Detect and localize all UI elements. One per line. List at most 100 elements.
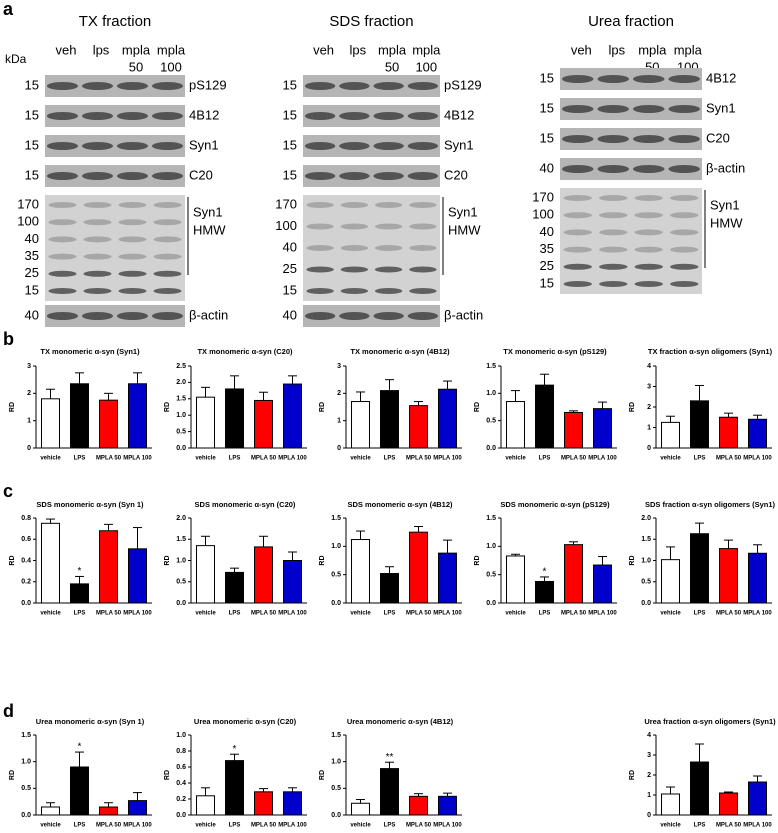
protein-label: pS129: [444, 77, 482, 92]
blot-band: [561, 165, 594, 173]
blot-band: [304, 172, 336, 180]
blot-band: [306, 223, 334, 230]
y-tick-label: 0.5: [331, 785, 341, 792]
blot-band: [339, 172, 370, 180]
bar: [661, 793, 680, 816]
x-tick-label: MPLA 100: [123, 611, 152, 617]
significance-marker: *: [78, 566, 82, 577]
protein-label: HMW: [710, 215, 743, 230]
bar: [748, 418, 767, 449]
bar: [41, 522, 60, 604]
blot-band: [597, 105, 630, 113]
y-tick-label: 0.0: [486, 600, 496, 607]
blot-band: [340, 202, 369, 208]
blot-band: [306, 288, 334, 294]
blot-band: [597, 165, 630, 173]
x-tick-label: MPLA 100: [278, 456, 307, 462]
lane-label: lps: [93, 42, 110, 57]
bar: [70, 583, 89, 604]
chart-title: TX monomeric α-syn (pS129): [503, 347, 607, 356]
chart-title: TX monomeric α-syn (C20): [197, 347, 293, 356]
bar: [70, 766, 89, 816]
significance-marker: *: [78, 742, 82, 753]
blot-band: [81, 172, 114, 180]
y-axis-label: RD: [9, 402, 16, 412]
kda-marker: 100: [17, 214, 39, 229]
kda-marker: 40: [25, 307, 39, 322]
blot-band: [81, 112, 114, 120]
x-tick-label: LPS: [229, 456, 241, 462]
y-tick-label: 2.5: [176, 363, 186, 370]
lane-label: mpla: [157, 42, 186, 57]
blot-band: [151, 312, 184, 320]
kda-marker: 40: [540, 224, 554, 239]
bar: [719, 792, 738, 816]
x-tick-label: vehicle: [195, 611, 216, 617]
x-tick-label: LPS: [74, 611, 86, 617]
protein-label: C20: [706, 130, 730, 145]
y-tick-label: 0.5: [176, 579, 186, 586]
protein-label: β-actin: [444, 307, 483, 322]
y-tick-label: 0.0: [331, 600, 341, 607]
y-tick-label: 2: [647, 404, 651, 411]
blot-band: [373, 312, 404, 320]
y-tick-label: 4: [647, 732, 651, 739]
y-tick-label: 2.0: [641, 515, 651, 522]
kda-marker: 170: [532, 189, 554, 204]
bar: [99, 806, 118, 816]
blot-strip: [303, 135, 440, 157]
kda-unit: kDa: [5, 52, 27, 66]
y-tick-label: 2: [27, 390, 31, 397]
chart-title: SDS fraction α-syn oligomers (Syn1): [645, 500, 776, 509]
blot-strip: [45, 305, 185, 327]
y-tick-label: 0: [337, 445, 341, 452]
blot-band: [153, 219, 182, 226]
blot-strip: [303, 165, 440, 187]
blot-band: [373, 142, 404, 150]
x-tick-label: LPS: [384, 823, 396, 829]
y-tick-label: 0.8: [176, 748, 186, 755]
y-tick-label: 1.5: [176, 536, 186, 543]
y-tick-label: 1.5: [486, 363, 496, 370]
blot-band: [48, 288, 77, 294]
blot-band: [118, 219, 147, 226]
kda-marker: 100: [275, 218, 297, 233]
x-tick-label: MPLA 100: [743, 611, 772, 617]
blot-band: [561, 75, 594, 83]
blot-band: [118, 253, 147, 260]
blot-band: [46, 82, 79, 90]
bar: [380, 768, 399, 816]
blot-band: [634, 229, 663, 236]
kda-marker: 15: [540, 70, 554, 85]
x-tick-label: MPLA 50: [406, 611, 432, 617]
bar: [409, 531, 428, 604]
blot-band: [407, 172, 439, 180]
bar: [748, 552, 767, 604]
blot-band: [306, 245, 334, 251]
blot-band: [339, 112, 370, 120]
y-axis-label: RD: [9, 555, 16, 565]
bar: [254, 546, 273, 604]
blot-band: [83, 236, 112, 243]
lane-label: lps: [349, 42, 366, 57]
blot-band: [374, 223, 403, 230]
blot-band: [670, 281, 699, 287]
blot-band: [599, 246, 628, 253]
blot-band: [409, 202, 437, 208]
blot-band: [670, 263, 699, 270]
blot-strip: [560, 128, 702, 150]
y-tick-label: 0: [647, 812, 651, 819]
blot-band: [632, 165, 665, 173]
blot-band: [153, 270, 182, 277]
x-tick-label: MPLA 100: [433, 611, 462, 617]
y-axis-label: RD: [474, 555, 481, 565]
protein-label: Syn1: [189, 137, 219, 152]
blot-band: [634, 263, 663, 270]
blot-band: [83, 288, 112, 294]
blot-band: [599, 281, 628, 287]
lane-label: veh: [313, 42, 334, 57]
blot-band: [46, 142, 79, 150]
blot-band: [46, 112, 79, 120]
x-tick-label: MPLA 100: [278, 611, 307, 617]
lane-label: mpla: [638, 42, 667, 57]
